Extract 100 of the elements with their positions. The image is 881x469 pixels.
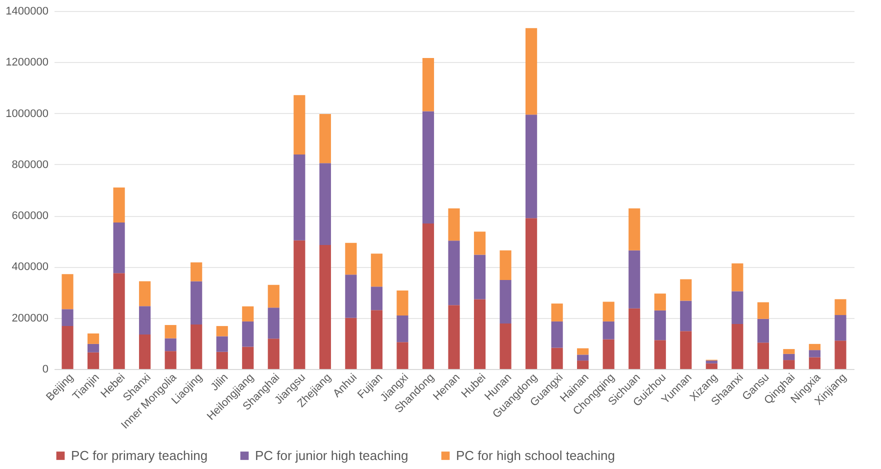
bar [706, 363, 718, 369]
bar [113, 222, 125, 274]
y-tick-label: 600000 [12, 210, 48, 222]
bar [294, 95, 306, 154]
bar [190, 281, 202, 325]
bar [216, 336, 228, 352]
bar [448, 240, 460, 306]
bar [628, 308, 640, 369]
bar [577, 354, 589, 361]
bar [500, 250, 512, 280]
bar [628, 250, 640, 308]
bar [551, 304, 563, 322]
legend-label: PC for junior high teaching [255, 448, 408, 463]
bar [628, 208, 640, 250]
bar [242, 346, 254, 369]
bar [164, 325, 176, 338]
bar [474, 299, 486, 369]
bar [757, 342, 769, 369]
bar [474, 232, 486, 255]
bar [268, 308, 280, 339]
bar [345, 318, 357, 369]
bar [396, 342, 408, 369]
bar [370, 310, 382, 369]
bar [757, 318, 769, 343]
bar [62, 326, 74, 369]
bar [216, 326, 228, 336]
bar [783, 354, 795, 360]
bar [680, 300, 692, 332]
bar [808, 344, 821, 350]
bar [190, 262, 202, 282]
bar [577, 360, 589, 369]
y-tick-label: 1000000 [6, 108, 48, 120]
bar [757, 302, 769, 319]
bar [654, 294, 666, 310]
bar [164, 338, 176, 352]
bar [422, 111, 434, 224]
bar [345, 242, 357, 275]
bar [500, 280, 512, 324]
bar [526, 114, 538, 218]
bar [732, 291, 744, 324]
bar [834, 315, 846, 341]
bar [370, 286, 382, 310]
bar [396, 290, 408, 316]
legend-label: PC for high school teaching [456, 448, 615, 463]
bar [551, 321, 563, 348]
bar [216, 352, 228, 369]
bar [396, 316, 408, 342]
y-tick-label: 200000 [12, 312, 48, 324]
bar [602, 302, 614, 322]
bar [808, 357, 821, 369]
bar [602, 339, 614, 369]
bar [448, 305, 460, 369]
bar [448, 208, 460, 241]
bar [526, 218, 538, 369]
bar [345, 274, 357, 318]
bar [808, 350, 821, 358]
bar [294, 154, 306, 240]
bar [190, 324, 202, 369]
bar [139, 281, 151, 306]
bar [62, 309, 74, 326]
bar [87, 352, 100, 369]
bar [139, 306, 151, 334]
bar [164, 351, 176, 369]
bar [834, 340, 846, 369]
bar [422, 224, 434, 369]
bar [370, 254, 382, 287]
bar [139, 334, 151, 369]
bar [732, 263, 744, 292]
bar [422, 58, 434, 112]
bar [706, 360, 718, 364]
bar [680, 279, 692, 301]
bar [577, 348, 589, 355]
legend-label: PC for primary teaching [71, 448, 208, 463]
bar [319, 163, 331, 245]
y-tick-label: 1400000 [6, 6, 48, 18]
bar [87, 333, 100, 344]
bar [113, 187, 125, 222]
bar [87, 344, 100, 352]
bar [551, 348, 563, 369]
y-tick-label: 1200000 [6, 56, 48, 69]
bar [268, 338, 280, 369]
bar [268, 284, 280, 308]
bar [319, 244, 331, 369]
bar [294, 240, 306, 369]
bar [654, 340, 666, 369]
bar [474, 254, 486, 300]
bar [680, 331, 692, 369]
bar [783, 349, 795, 354]
bar [500, 323, 512, 369]
bar [242, 306, 254, 322]
bar [319, 114, 331, 164]
bar [602, 321, 614, 340]
bar [242, 321, 254, 347]
y-tick-label: 800000 [12, 158, 48, 171]
bar [113, 273, 125, 369]
y-tick-label: 0 [42, 364, 48, 376]
bar [62, 274, 74, 310]
y-tick-label: 400000 [12, 261, 48, 274]
bar [834, 299, 846, 316]
bar [526, 28, 538, 115]
